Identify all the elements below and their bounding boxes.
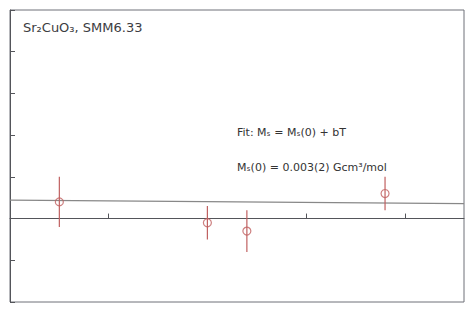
svg-text:Sr₂CuO₃, SMM6.33: Sr₂CuO₃, SMM6.33 [23,20,142,35]
svg-text:Fit: Mₛ = Mₛ(0) + bT: Fit: Mₛ = Mₛ(0) + bT [237,126,346,139]
svg-text:Mₛ(0) = 0.003(2) Gcm³/mol: Mₛ(0) = 0.003(2) Gcm³/mol [237,161,387,174]
